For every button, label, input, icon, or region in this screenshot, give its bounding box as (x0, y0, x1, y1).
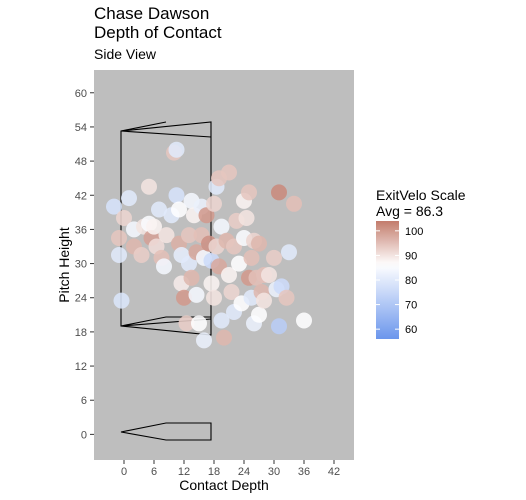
legend-tick-label: 100 (405, 226, 423, 238)
y-tick-label: 24 (75, 293, 87, 305)
data-point (121, 190, 137, 207)
data-point (156, 258, 172, 275)
data-point (198, 207, 215, 224)
legend-title-line-1: ExitVelo Scale (376, 187, 466, 203)
legend-tick-label: 70 (405, 300, 417, 312)
data-point (271, 318, 287, 335)
x-tick-label: 24 (238, 466, 250, 478)
legend-tick-label: 90 (405, 250, 417, 262)
data-point (188, 286, 205, 303)
chart-title-line-2: Depth of Contact (94, 23, 222, 42)
x-axis-title: Contact Depth (179, 477, 269, 493)
y-tick-label: 60 (75, 88, 87, 100)
data-point (113, 292, 130, 309)
data-point (116, 210, 132, 226)
x-tick-label: 0 (121, 466, 127, 478)
data-point (206, 195, 222, 212)
data-point (171, 201, 187, 218)
data-point (206, 289, 222, 306)
x-tick-label: 12 (178, 466, 190, 478)
data-point (256, 292, 272, 309)
data-point (181, 227, 197, 244)
data-point (216, 329, 232, 346)
data-point (181, 255, 197, 272)
data-point (176, 289, 192, 306)
data-point (278, 289, 295, 306)
strike-zone-top-edge (120, 121, 212, 138)
data-point (221, 267, 237, 283)
data-point (238, 210, 255, 226)
legend-tick-label: 80 (405, 275, 417, 287)
data-point (243, 249, 260, 266)
chart-subtitle: Side View (94, 46, 157, 62)
home-plate-outline (120, 422, 212, 441)
data-point (196, 332, 212, 349)
data-point (251, 235, 267, 252)
data-point (223, 284, 240, 300)
data-point (221, 164, 237, 181)
y-tick-label: 42 (75, 190, 87, 202)
y-tick-label: 18 (75, 327, 87, 339)
x-tick-label: 6 (151, 466, 157, 478)
data-point (168, 187, 185, 204)
data-point (151, 201, 167, 218)
data-point (261, 267, 277, 283)
y-axis-title: Pitch Height (56, 227, 72, 303)
data-point (183, 269, 200, 286)
y-tick-label: 36 (75, 224, 87, 236)
data-point (231, 255, 247, 272)
data-point (281, 244, 297, 261)
data-point (271, 184, 287, 201)
data-point (203, 275, 220, 292)
y-tick-label: 48 (75, 156, 87, 168)
y-tick-label: 12 (75, 361, 87, 373)
data-point (168, 141, 185, 158)
y-tick-label: 6 (81, 395, 87, 407)
x-tick-label: 30 (268, 466, 280, 478)
x-tick-label: 36 (298, 466, 310, 478)
data-point (286, 195, 302, 212)
x-tick-label: 18 (208, 466, 220, 478)
y-tick-label: 54 (75, 122, 87, 134)
y-tick-label: 30 (75, 259, 87, 271)
legend-title-line-2: Avg = 86.3 (376, 203, 443, 219)
x-tick-label: 42 (328, 466, 340, 478)
y-axis: 0 6 12 18 24 30 36 42 48 54 60 (75, 88, 94, 441)
data-point (141, 178, 157, 195)
data-point (251, 306, 267, 323)
data-point (178, 315, 195, 332)
data-point (296, 312, 312, 329)
data-point (111, 247, 127, 263)
legend: ExitVelo Scale Avg = 86.3 100 90 80 70 60 (376, 187, 466, 339)
data-point (241, 184, 257, 201)
data-point (213, 218, 230, 235)
x-axis: 0 6 12 18 24 30 36 42 (121, 460, 340, 478)
points-layer (106, 141, 312, 349)
chart-title-line-1: Chase Dawson (94, 4, 209, 23)
data-point (133, 247, 150, 263)
y-tick-label: 0 (81, 429, 87, 441)
legend-ticks: 100 90 80 70 60 (376, 226, 423, 336)
legend-colorbar (376, 221, 399, 339)
legend-tick-label: 60 (405, 324, 417, 336)
data-point (191, 315, 207, 332)
data-point (106, 198, 122, 215)
data-point (146, 218, 162, 235)
data-point (111, 230, 127, 246)
data-point (213, 312, 230, 329)
data-point (266, 249, 282, 266)
data-point (158, 227, 175, 244)
